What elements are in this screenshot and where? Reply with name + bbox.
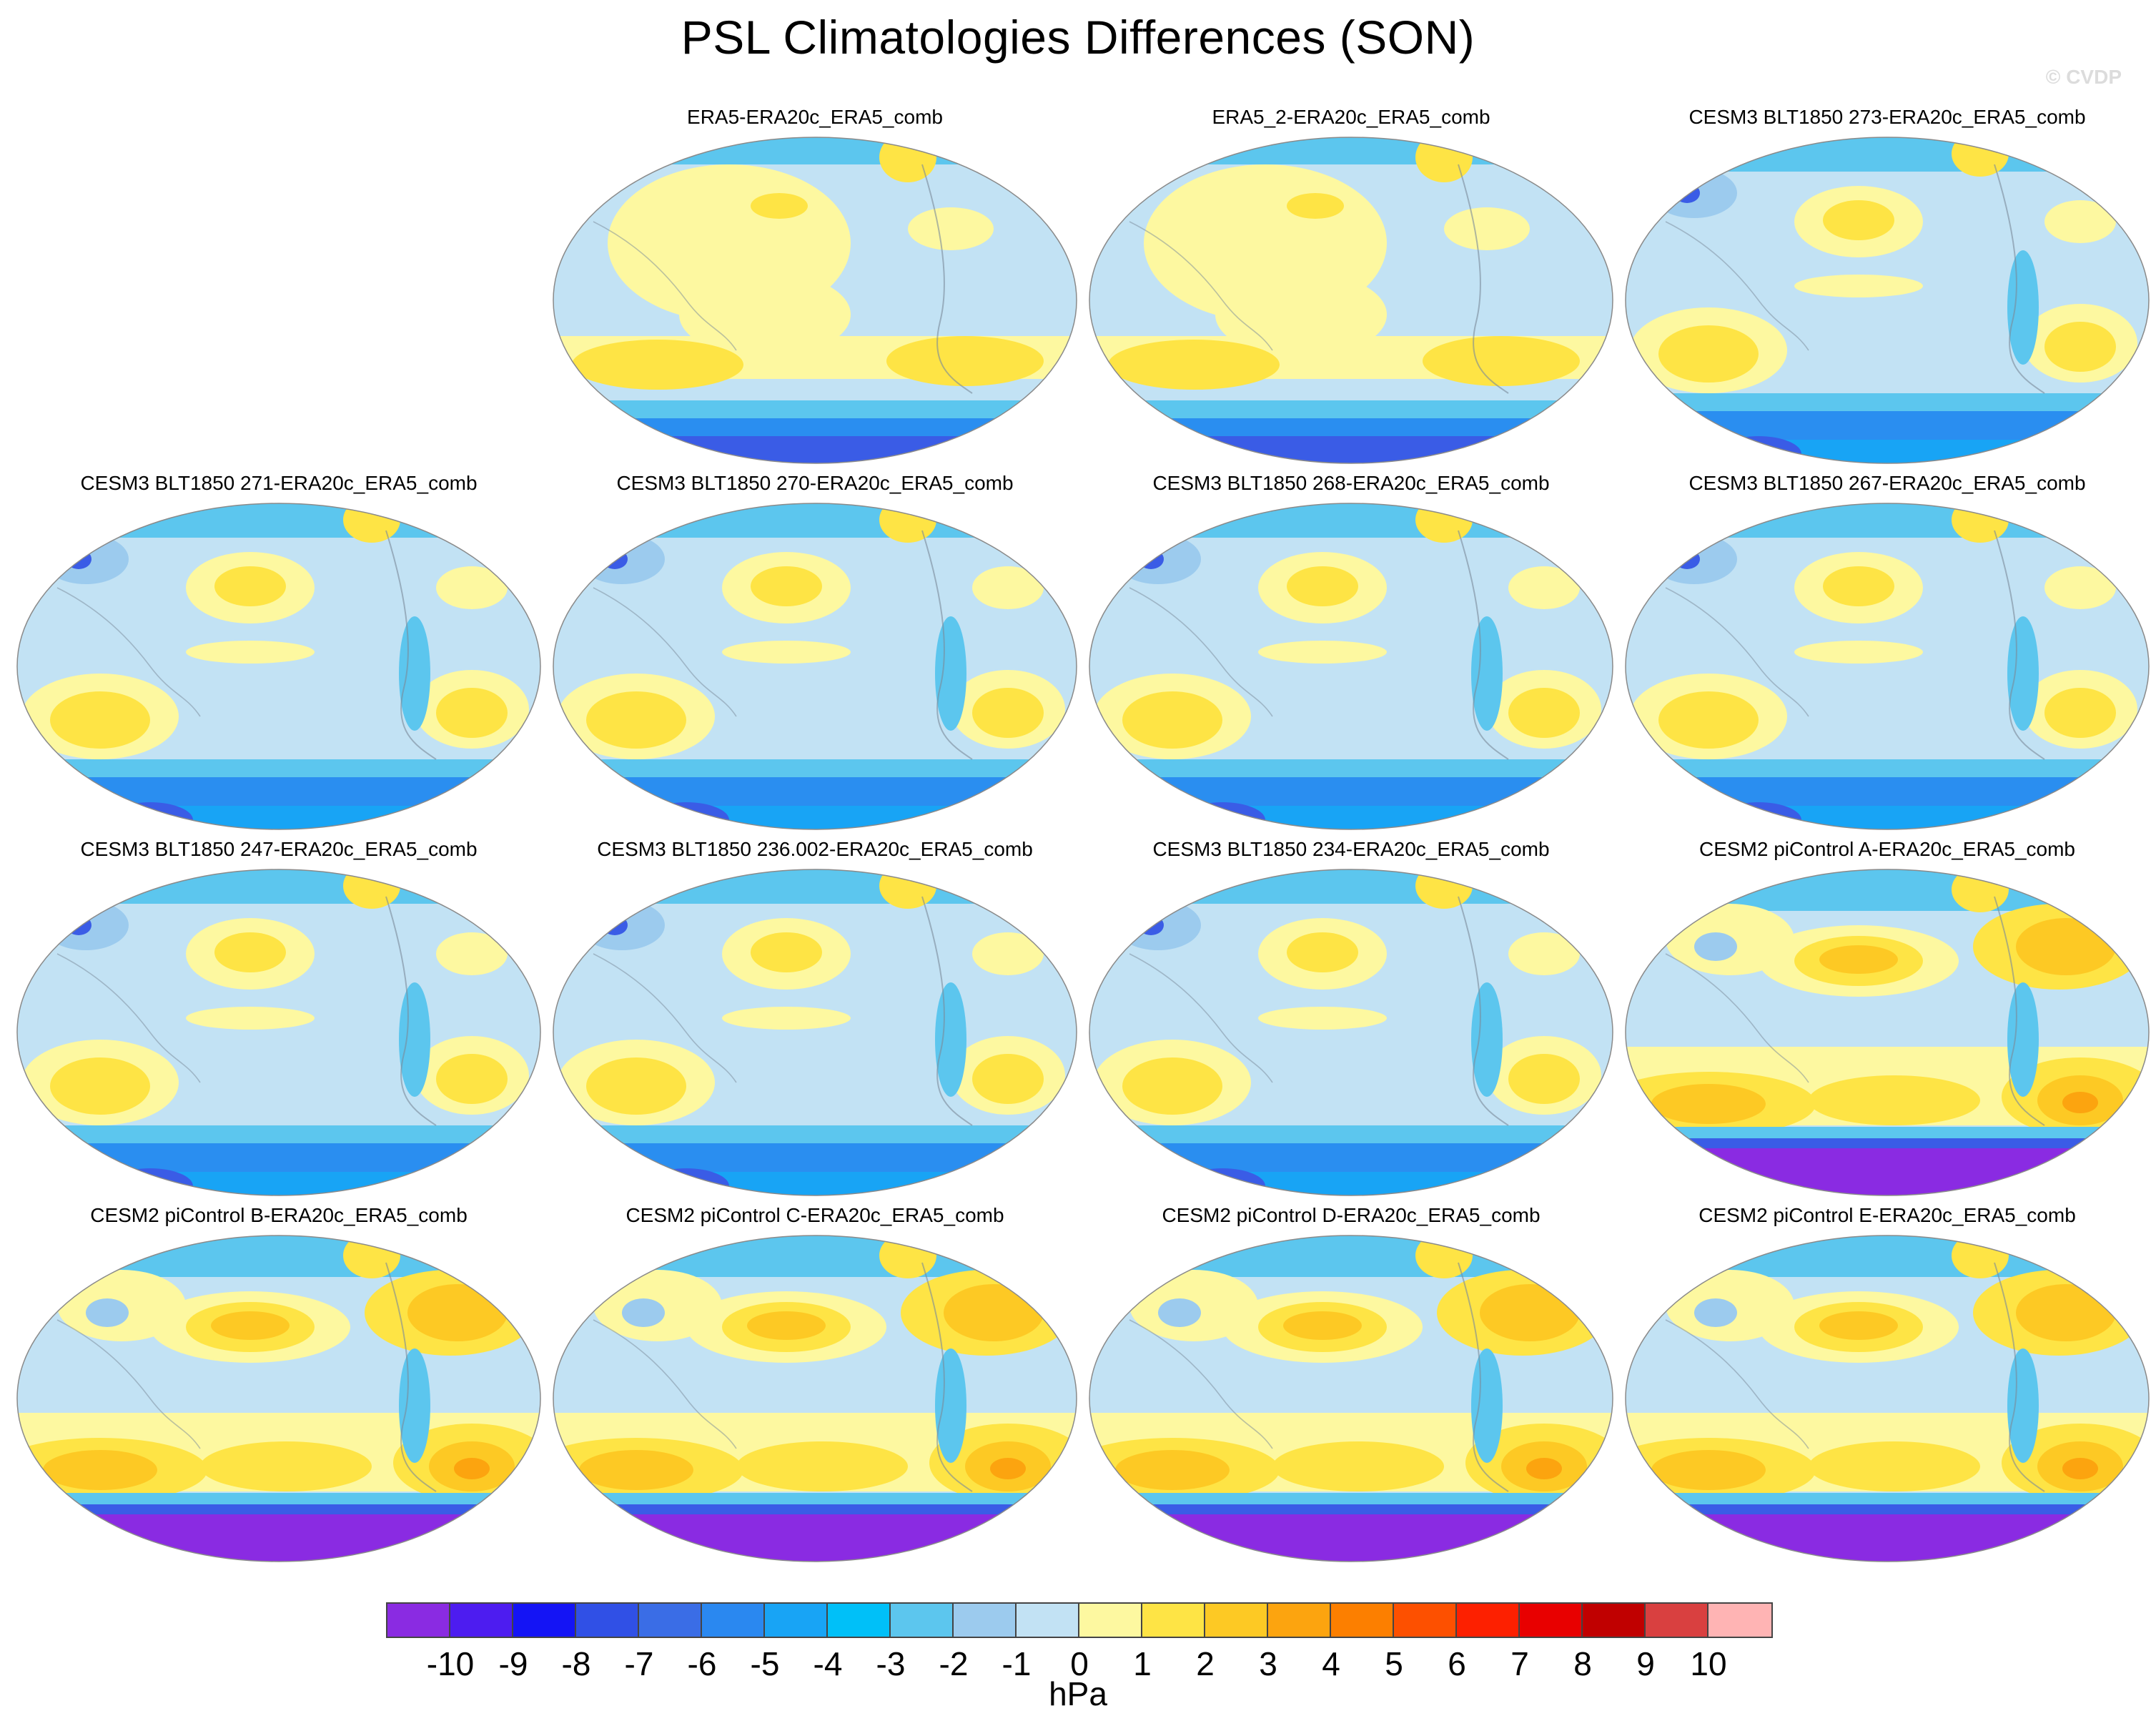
colorbar-tick-label: 9 <box>1636 1645 1655 1682</box>
colorbar-tick-label: -9 <box>498 1645 528 1682</box>
colorbar-tick-label: -7 <box>624 1645 654 1682</box>
panel-title: CESM3 BLT1850 270-ERA20c_ERA5_comb <box>616 472 1014 494</box>
colorbar-tick-label: 10 <box>1690 1645 1727 1682</box>
figure-title: PSL Climatologies Differences (SON) <box>681 11 1475 64</box>
colorbar-swatch <box>828 1604 891 1637</box>
colorbar-swatch <box>387 1604 450 1637</box>
psl-difference-map <box>16 503 541 830</box>
psl-difference-map <box>553 869 1077 1196</box>
panel-title: CESM2 piControl B-ERA20c_ERA5_comb <box>90 1204 468 1226</box>
panel-title: CESM2 piControl C-ERA20c_ERA5_comb <box>625 1204 1004 1226</box>
colorbar-tick-label: -3 <box>876 1645 906 1682</box>
colorbar-tick-label: 1 <box>1133 1645 1152 1682</box>
colorbar-swatch <box>1646 1604 1709 1637</box>
colorbar-swatch <box>1583 1604 1646 1637</box>
psl-difference-map <box>1625 137 2150 464</box>
map-panel: CESM3 BLT1850 273-ERA20c_ERA5_comb <box>1623 106 2152 467</box>
colorbar-tick-label: -1 <box>1002 1645 1032 1682</box>
colorbar-tick-label: 5 <box>1385 1645 1403 1682</box>
colorbar-swatch <box>702 1604 765 1637</box>
map-panel: CESM2 piControl B-ERA20c_ERA5_comb <box>14 1204 543 1565</box>
map-panel: CESM3 BLT1850 268-ERA20c_ERA5_comb <box>1087 472 1616 833</box>
colorbar-swatch <box>513 1604 576 1637</box>
psl-difference-map <box>553 137 1077 464</box>
colorbar-tick-label: -2 <box>939 1645 969 1682</box>
colorbar-swatch <box>1457 1604 1520 1637</box>
psl-difference-map <box>16 869 541 1196</box>
psl-difference-map <box>1625 503 2150 830</box>
panel-title: ERA5-ERA20c_ERA5_comb <box>687 106 943 128</box>
colorbar-swatch <box>1017 1604 1079 1637</box>
panel-title: CESM3 BLT1850 273-ERA20c_ERA5_comb <box>1688 106 2086 128</box>
colorbar-tick-label: 6 <box>1448 1645 1466 1682</box>
colorbar-units: hPa <box>1049 1675 1107 1712</box>
map-panel: CESM3 BLT1850 270-ERA20c_ERA5_comb <box>550 472 1079 833</box>
panel-title: CESM3 BLT1850 267-ERA20c_ERA5_comb <box>1688 472 2086 494</box>
panel-title: CESM3 BLT1850 236.002-ERA20c_ERA5_comb <box>597 838 1033 860</box>
colorbar-swatch <box>1331 1604 1394 1637</box>
panel-title: CESM3 BLT1850 268-ERA20c_ERA5_comb <box>1152 472 1550 494</box>
map-panel: ERA5-ERA20c_ERA5_comb <box>550 106 1079 467</box>
psl-difference-map <box>1625 869 2150 1196</box>
colorbar-swatch <box>1520 1604 1583 1637</box>
colorbar-swatch <box>1079 1604 1142 1637</box>
colorbar-tick-label: 4 <box>1322 1645 1340 1682</box>
colorbar-swatch <box>450 1604 513 1637</box>
colorbar-tick-label: 0 <box>1070 1645 1089 1682</box>
colorbar-tick-label: -5 <box>750 1645 780 1682</box>
colorbar-swatch <box>1142 1604 1205 1637</box>
map-panel: CESM3 BLT1850 247-ERA20c_ERA5_comb <box>14 838 543 1199</box>
map-panel: CESM2 piControl E-ERA20c_ERA5_comb <box>1623 1204 2152 1565</box>
colorbar-tick-label: -4 <box>813 1645 843 1682</box>
colorbar-tick-label: 8 <box>1573 1645 1592 1682</box>
colorbar-swatch <box>765 1604 828 1637</box>
psl-difference-map <box>16 1235 541 1562</box>
panel-title: CESM2 piControl E-ERA20c_ERA5_comb <box>1698 1204 2076 1226</box>
map-panel: CESM2 piControl D-ERA20c_ERA5_comb <box>1087 1204 1616 1565</box>
colorbar-swatch <box>891 1604 954 1637</box>
colorbar-swatch <box>1709 1604 1771 1637</box>
psl-difference-map <box>553 503 1077 830</box>
panel-title: CESM3 BLT1850 271-ERA20c_ERA5_comb <box>80 472 478 494</box>
colorbar-swatch <box>1268 1604 1331 1637</box>
colorbar-tick-label: -6 <box>687 1645 717 1682</box>
psl-difference-map <box>1089 1235 1613 1562</box>
psl-difference-map <box>1089 137 1613 464</box>
psl-difference-map <box>553 1235 1077 1562</box>
psl-difference-map <box>1089 503 1613 830</box>
colorbar-tick-label: -8 <box>561 1645 591 1682</box>
colorbar-swatch <box>1205 1604 1268 1637</box>
panel-title: CESM2 piControl D-ERA20c_ERA5_comb <box>1162 1204 1541 1226</box>
colorbar-tick-label: 7 <box>1510 1645 1529 1682</box>
map-panel: CESM3 BLT1850 271-ERA20c_ERA5_comb <box>14 472 543 833</box>
colorbar-tick-label: 3 <box>1259 1645 1277 1682</box>
panel-title: CESM3 BLT1850 247-ERA20c_ERA5_comb <box>80 838 478 860</box>
map-panel: CESM3 BLT1850 267-ERA20c_ERA5_comb <box>1623 472 2152 833</box>
map-panel: CESM2 piControl A-ERA20c_ERA5_comb <box>1623 838 2152 1199</box>
map-panel: CESM2 piControl C-ERA20c_ERA5_comb <box>550 1204 1079 1565</box>
colorbar-tick-label: 2 <box>1196 1645 1215 1682</box>
colorbar-swatch <box>639 1604 702 1637</box>
panel-title: ERA5_2-ERA20c_ERA5_comb <box>1212 106 1490 128</box>
psl-difference-map <box>1089 869 1613 1196</box>
map-panel: CESM3 BLT1850 236.002-ERA20c_ERA5_comb <box>550 838 1079 1199</box>
panel-title: CESM3 BLT1850 234-ERA20c_ERA5_comb <box>1152 838 1550 860</box>
colorbar <box>386 1602 1773 1638</box>
cvdp-credit: © CVDP <box>2045 66 2122 88</box>
colorbar-swatch <box>1394 1604 1457 1637</box>
map-panel: CESM3 BLT1850 234-ERA20c_ERA5_comb <box>1087 838 1616 1199</box>
map-panel: ERA5_2-ERA20c_ERA5_comb <box>1087 106 1616 467</box>
panel-title: CESM2 piControl A-ERA20c_ERA5_comb <box>1698 838 2075 860</box>
psl-difference-map <box>1625 1235 2150 1562</box>
colorbar-swatch <box>576 1604 639 1637</box>
colorbar-tick-labels: -10 -9 -8 -7 -6 -5 -4 -3 -2 -1 0 1 2 3 4 5 6 7 8 9 10 <box>0 1644 2156 1687</box>
colorbar-swatch <box>954 1604 1017 1637</box>
colorbar-tick-label: -10 <box>426 1645 475 1682</box>
